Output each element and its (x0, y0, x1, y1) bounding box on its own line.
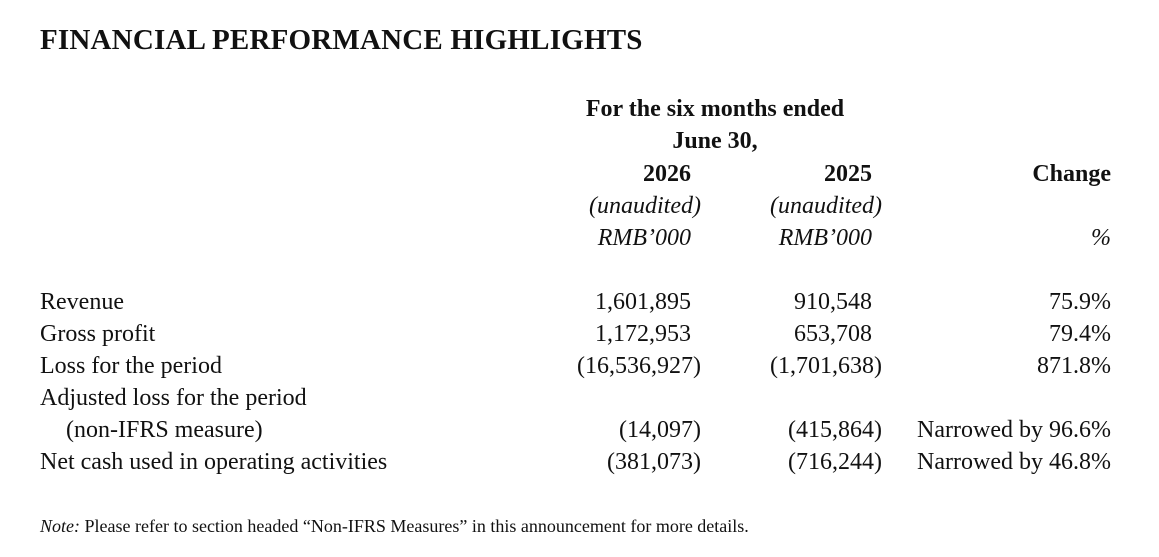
unit-label-change: % (1091, 225, 1111, 251)
table-row: Revenue 1,601,895 910,548 75.9% (0, 289, 1159, 321)
table-row: Adjusted loss for the period (0, 385, 1159, 417)
value-2025: 910,548 (794, 289, 872, 315)
value-2026: 1,601,895 (595, 289, 691, 315)
footnote-text: Please refer to section headed “Non-IFRS… (80, 516, 749, 536)
table-row: Net cash used in operating activities (3… (0, 449, 1159, 481)
row-label: Gross profit (40, 321, 156, 347)
value-2025: (716,244) (788, 449, 882, 475)
row-label: Net cash used in operating activities (40, 449, 388, 475)
value-2026: (14,097) (619, 417, 701, 443)
footnote: Note: Please refer to section headed “No… (40, 516, 749, 537)
period-header-line2: June 30, (672, 128, 758, 154)
column-header-change: Change (1032, 161, 1111, 187)
row-label: Revenue (40, 289, 124, 315)
unaudited-label-2025: (unaudited) (770, 193, 882, 219)
value-change: 871.8% (1037, 353, 1111, 379)
value-change: 79.4% (1049, 321, 1111, 347)
value-2026: (381,073) (607, 449, 701, 475)
value-change: Narrowed by 46.8% (917, 449, 1111, 475)
unaudited-label-2026: (unaudited) (589, 193, 701, 219)
footnote-prefix: Note: (40, 516, 80, 536)
value-change: Narrowed by 96.6% (917, 417, 1111, 443)
column-header-2025: 2025 (824, 161, 872, 187)
value-change: 75.9% (1049, 289, 1111, 315)
unit-label-2026: RMB’000 (597, 225, 691, 251)
value-2026: 1,172,953 (595, 321, 691, 347)
unit-label-2025: RMB’000 (778, 225, 872, 251)
value-2025: (1,701,638) (770, 353, 882, 379)
value-2025: (415,864) (788, 417, 882, 443)
column-header-2026: 2026 (643, 161, 691, 187)
value-2025: 653,708 (794, 321, 872, 347)
row-label-continuation: (non-IFRS measure) (66, 417, 263, 443)
row-label: Loss for the period (40, 353, 222, 379)
table-row: (non-IFRS measure) (14,097) (415,864) Na… (0, 417, 1159, 449)
period-header-line1: For the six months ended (585, 96, 845, 122)
value-2026: (16,536,927) (577, 353, 701, 379)
page-title: FINANCIAL PERFORMANCE HIGHLIGHTS (40, 24, 643, 56)
table-row: Gross profit 1,172,953 653,708 79.4% (0, 321, 1159, 353)
table-row: Loss for the period (16,536,927) (1,701,… (0, 353, 1159, 385)
row-label: Adjusted loss for the period (40, 385, 307, 411)
